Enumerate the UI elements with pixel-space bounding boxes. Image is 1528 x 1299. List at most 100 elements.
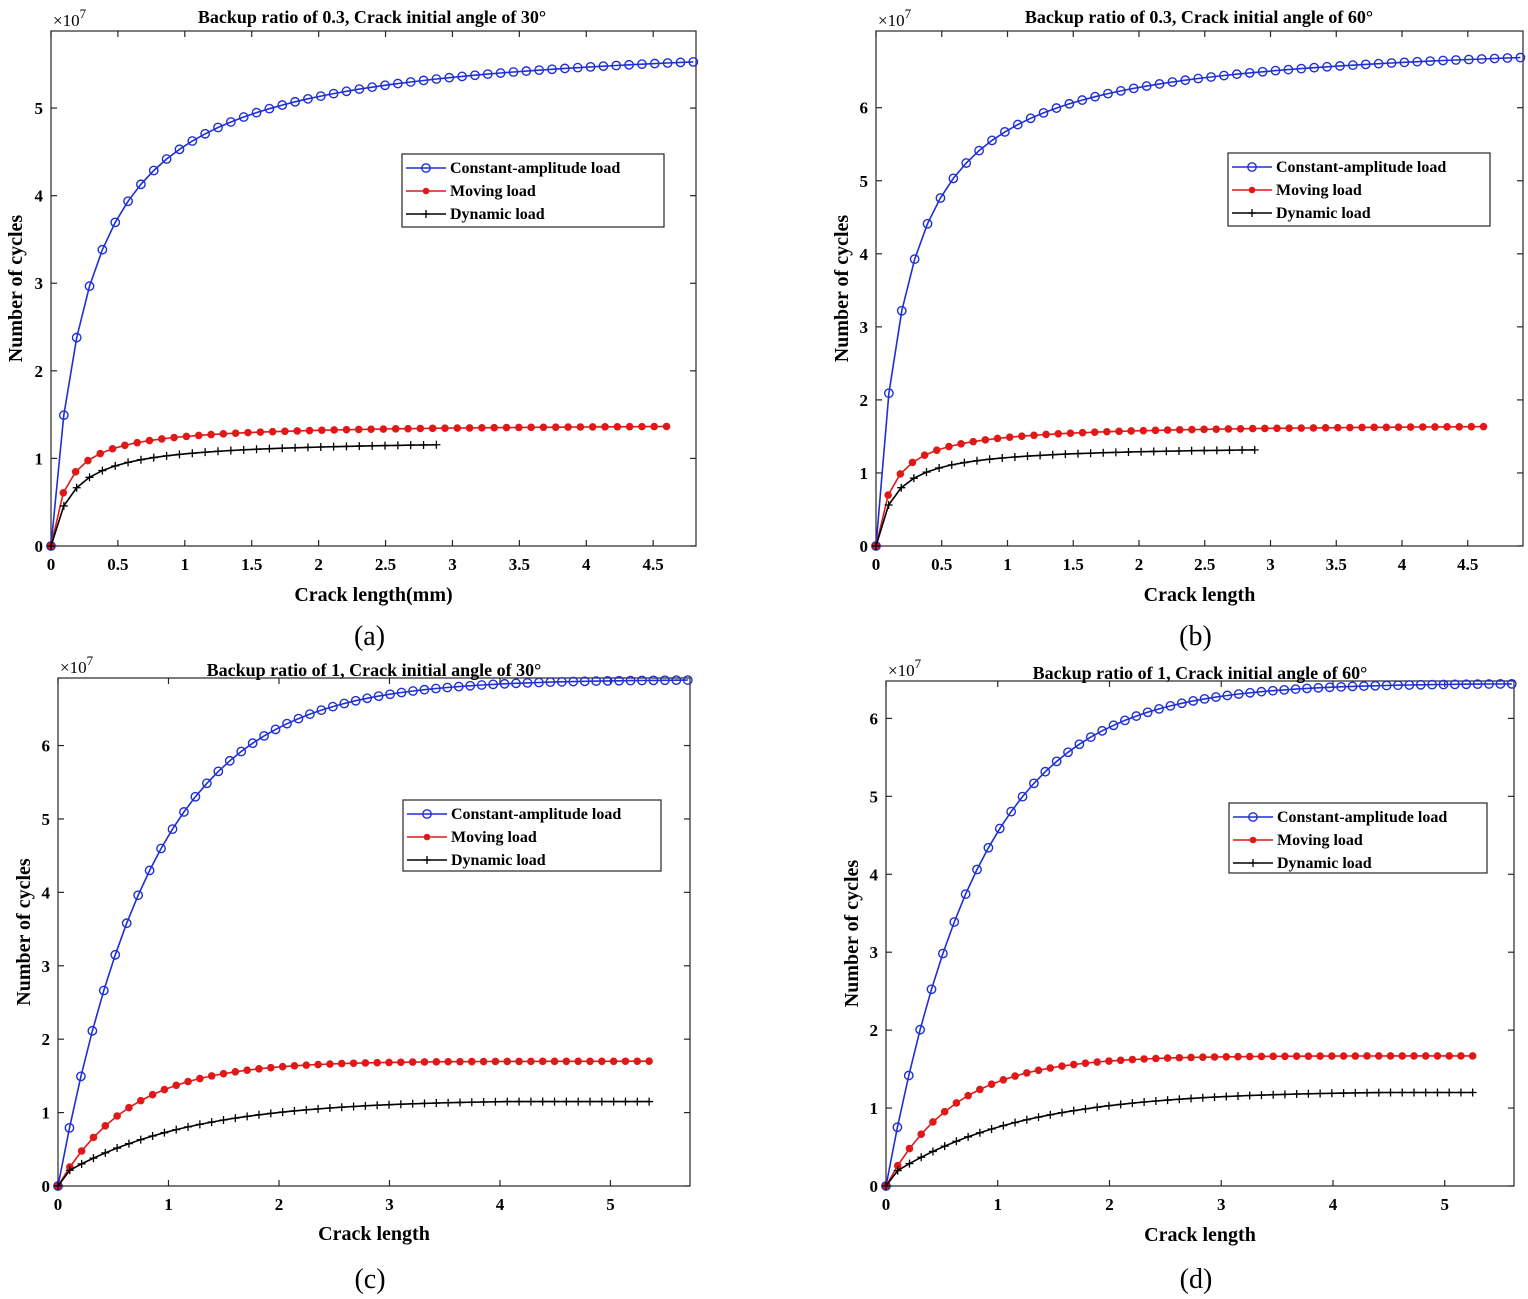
data-point (479, 1097, 488, 1106)
data-point (949, 917, 960, 927)
data-point (981, 436, 990, 444)
y-tick-label: 2 (860, 391, 869, 410)
x-tick-label: 4 (1398, 555, 1407, 574)
y-tick-label: 2 (870, 1021, 879, 1040)
data-point (637, 59, 647, 70)
data-point (1078, 428, 1087, 437)
legend-box (1228, 802, 1488, 874)
data-point (244, 428, 252, 437)
data-point (597, 1097, 606, 1106)
data-point (1386, 58, 1397, 68)
data-point (1222, 1053, 1231, 1061)
y-tick-label: 1 (42, 1104, 51, 1123)
data-point (1244, 68, 1255, 78)
x-tick-label: 2.5 (1194, 555, 1215, 574)
chart-panel-d: 0 1 2 3 4 5 0 1 2 3 4 5 6 ×107 Backup ratio of 1, Crac… (841, 656, 1517, 1295)
data-point (1421, 1052, 1430, 1060)
x-tick-label: 0 (882, 1195, 891, 1214)
data-point (243, 1066, 251, 1074)
data-point (455, 1098, 464, 1107)
data-point (354, 84, 365, 95)
data-point (124, 1139, 133, 1148)
data-point (1339, 1089, 1348, 1098)
x-axis-label: Crack length (1144, 1224, 1256, 1246)
data-point (648, 675, 659, 686)
x-tick-label: 4.5 (1457, 555, 1478, 574)
data-point (231, 1067, 240, 1076)
data-point (598, 61, 609, 72)
data-point (1010, 452, 1019, 461)
y-tick-label: 2 (42, 1030, 51, 1049)
data-point (1141, 81, 1152, 91)
data-point (1506, 678, 1517, 689)
data-point (1040, 766, 1051, 777)
data-point (1103, 427, 1111, 436)
data-point (1363, 1052, 1371, 1060)
data-point (1211, 692, 1221, 702)
series-moving-load (54, 1057, 653, 1190)
data-point (1176, 698, 1187, 709)
data-point (101, 1148, 110, 1157)
data-point (650, 422, 659, 431)
data-point (349, 1059, 358, 1068)
data-point (576, 423, 585, 431)
data-point (1374, 1088, 1383, 1097)
y-tick-label: 5 (860, 172, 869, 191)
data-point (1270, 65, 1281, 76)
data-point (1279, 684, 1290, 695)
data-point (682, 675, 693, 685)
data-point (98, 466, 107, 475)
data-point (1069, 1106, 1078, 1115)
data-point (538, 1097, 547, 1106)
data-point (1333, 423, 1342, 432)
data-point (182, 432, 191, 441)
data-point (638, 422, 646, 431)
legend-marker (423, 856, 431, 864)
data-point (1373, 58, 1384, 69)
data-point (671, 675, 682, 686)
data-point (649, 58, 660, 69)
legend-label: Moving load (451, 829, 537, 846)
data-point (574, 1097, 583, 1106)
data-point (1193, 73, 1204, 84)
data-point (491, 1057, 500, 1066)
x-tick-label: 0.5 (931, 555, 952, 574)
data-point (574, 1057, 582, 1066)
data-point (278, 1062, 287, 1071)
data-point (1273, 424, 1281, 433)
data-point (1115, 85, 1126, 96)
data-point (908, 458, 917, 467)
data-point (444, 1057, 452, 1066)
data-point (318, 426, 326, 435)
series-moving-load (882, 1052, 1477, 1190)
panel-caption: (b) (1179, 621, 1212, 652)
data-point (637, 675, 647, 686)
x-tick-label: 3 (1217, 1195, 1226, 1214)
data-point (1081, 1059, 1090, 1067)
data-point (964, 1091, 972, 1100)
data-point (89, 1154, 98, 1163)
data-point (432, 1058, 441, 1066)
data-point (1386, 1052, 1395, 1060)
data-point (1108, 720, 1119, 731)
data-point (1456, 1088, 1465, 1097)
data-point (1116, 1100, 1125, 1109)
data-point (1381, 680, 1392, 691)
x-tick-label: 1 (164, 1195, 173, 1214)
legend-marker (1249, 859, 1257, 867)
y-tick-label: 4 (42, 883, 51, 902)
legend-marker (421, 163, 431, 173)
data-point (225, 117, 236, 127)
data-point (1085, 732, 1096, 743)
data-point (314, 1104, 323, 1113)
data-point (625, 675, 636, 686)
data-point (1281, 1052, 1289, 1061)
data-point (337, 1103, 346, 1112)
x-tick-label: 0 (54, 1195, 63, 1214)
legend-label: Moving load (450, 183, 536, 200)
data-point (1304, 1089, 1313, 1098)
data-point (172, 1081, 181, 1090)
x-axis-label: Crack length(mm) (294, 584, 452, 606)
data-point (1151, 426, 1160, 435)
data-point (1461, 679, 1472, 690)
